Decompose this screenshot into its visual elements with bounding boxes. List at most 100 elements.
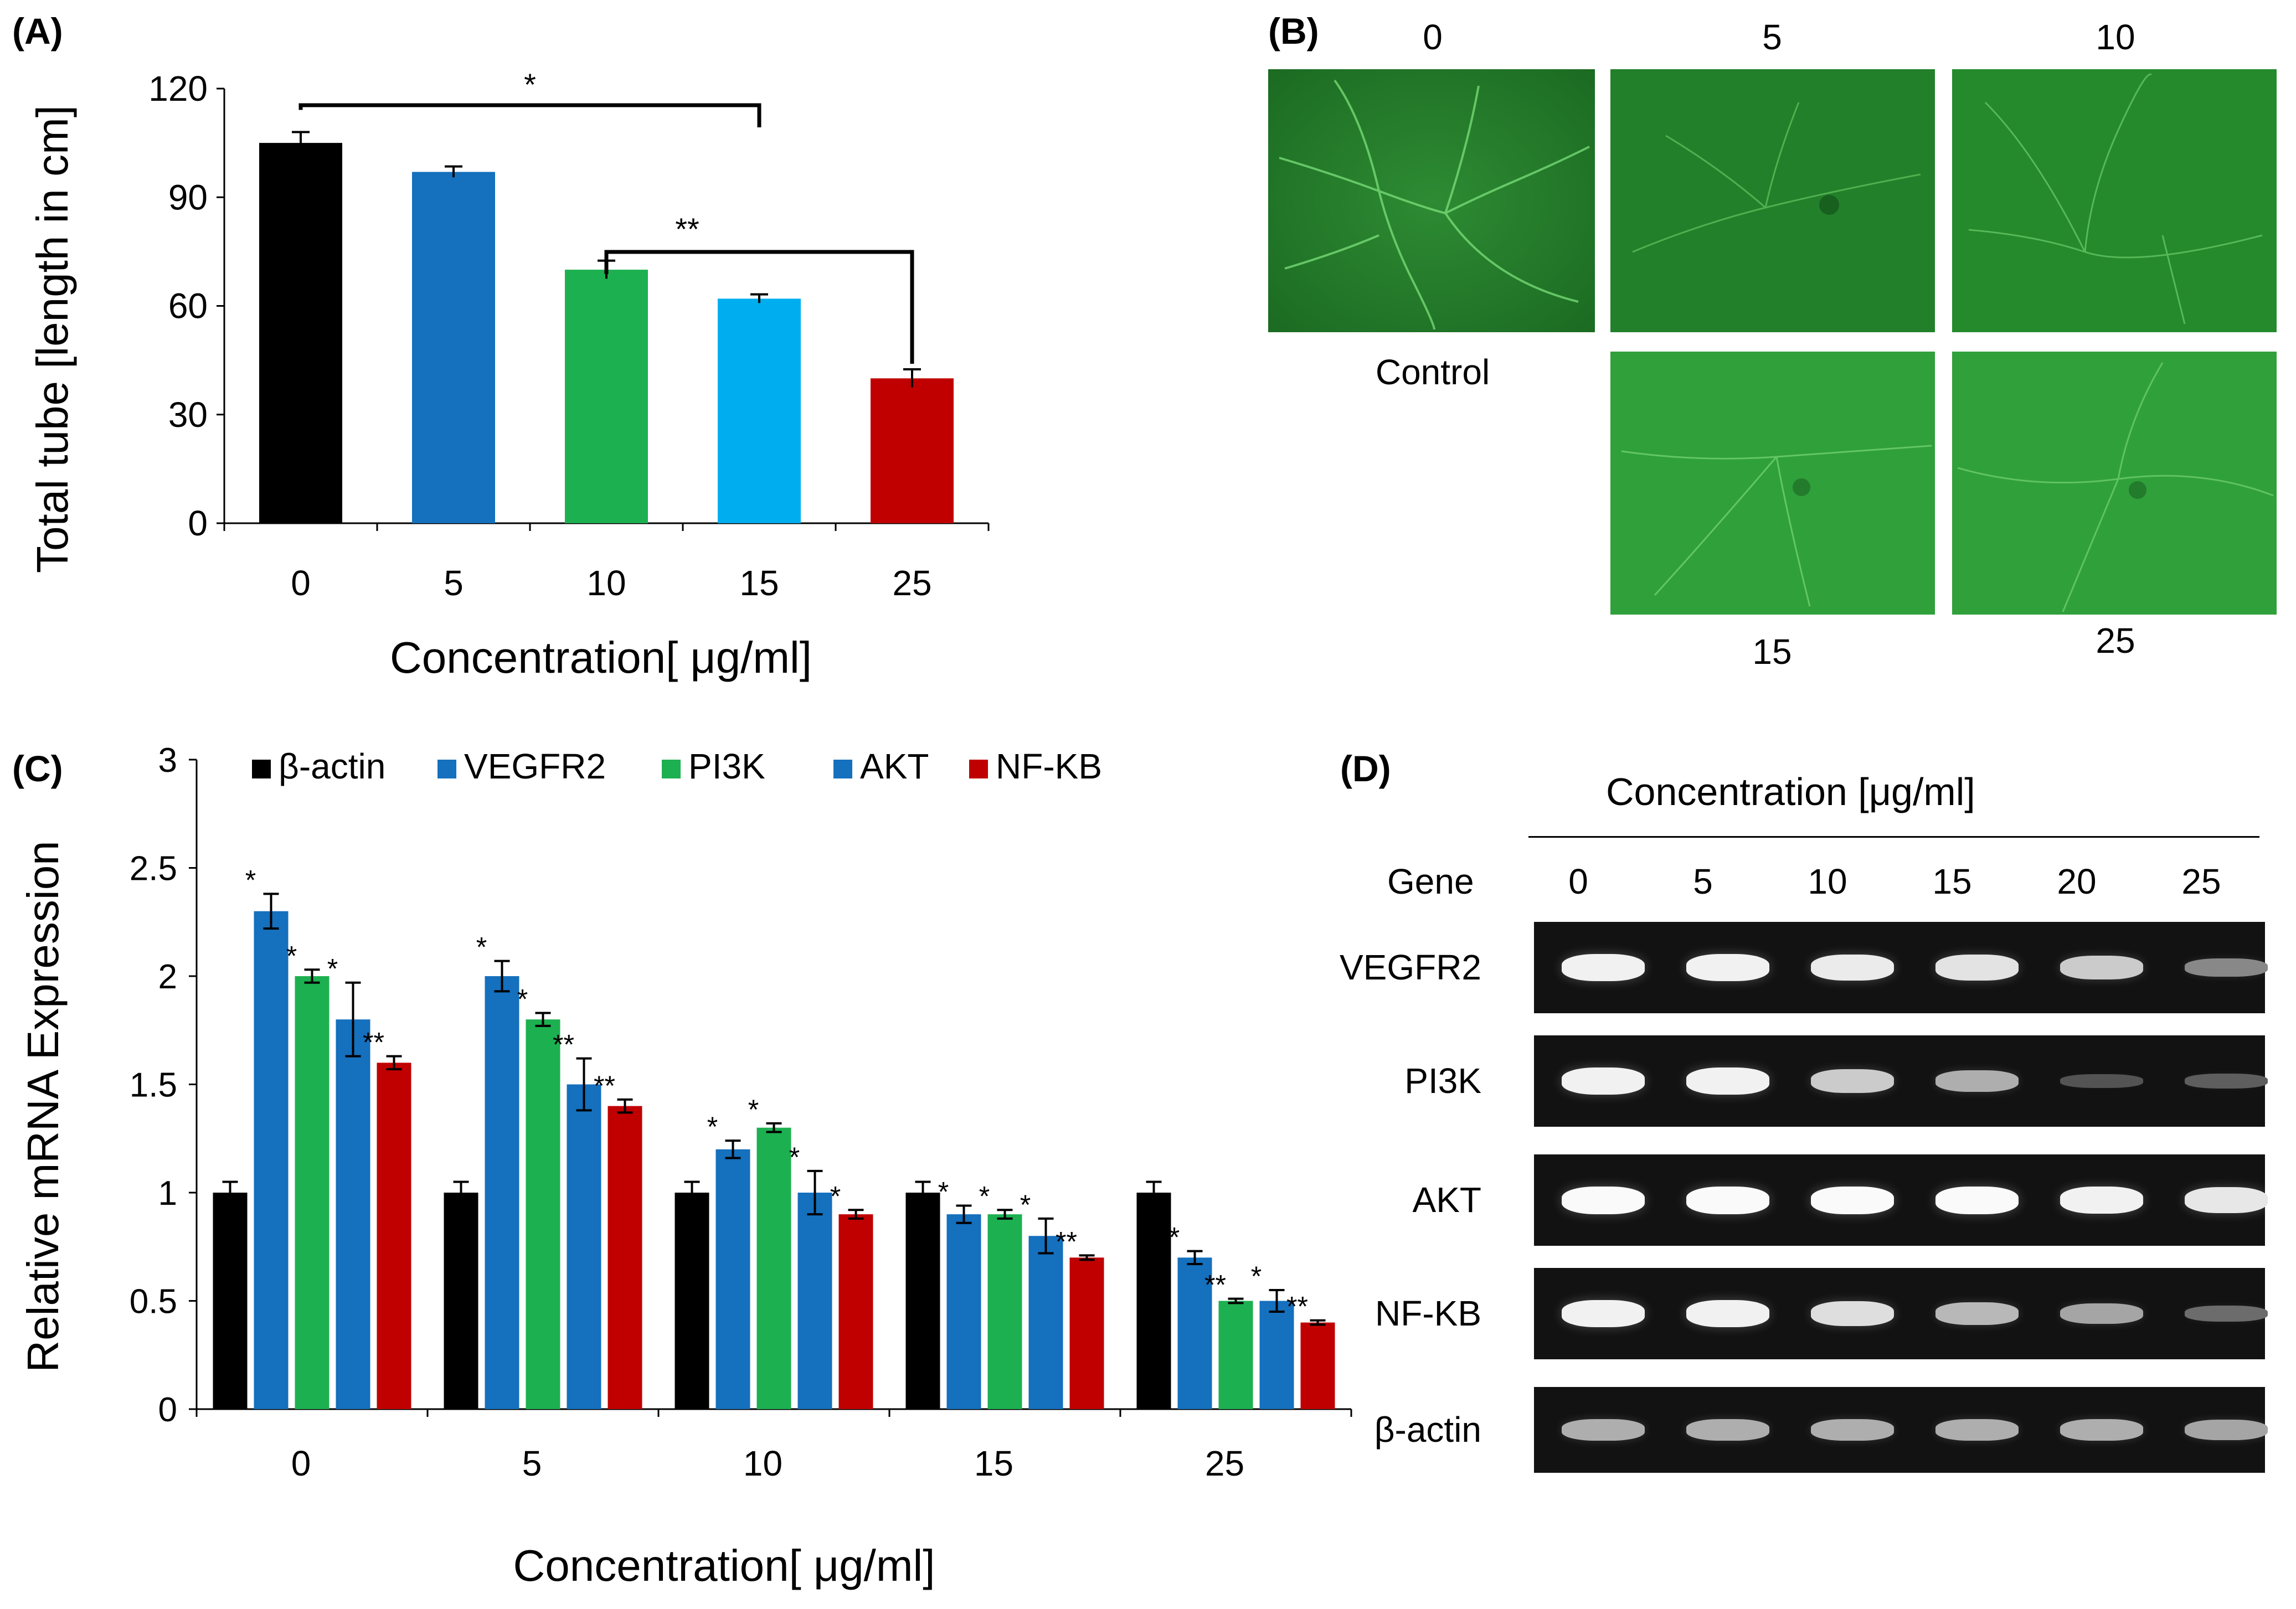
legend-swatch-VEGFR2	[437, 760, 456, 778]
significance-label-c: *	[1169, 1222, 1180, 1253]
legend-swatch-β-actin	[252, 760, 271, 778]
y-tick-label-c: 2.5	[130, 850, 177, 888]
gel-gene-label: VEGFR2	[1339, 947, 1481, 987]
gel-band	[1562, 1067, 1645, 1095]
micrograph-25	[1952, 352, 2277, 615]
gel-conc-label: 0	[1568, 862, 1588, 901]
micrograph-0	[1268, 69, 1595, 332]
x-tick-label-c: 5	[522, 1443, 542, 1483]
y-tick-label-a: 120	[148, 69, 208, 109]
gel-band	[1686, 954, 1769, 981]
gel-band	[1935, 955, 2019, 981]
x-tick-label-a: 15	[739, 563, 779, 603]
significance-label-1: *	[524, 67, 536, 102]
gel-band	[1935, 1419, 2019, 1441]
bar-c-VEGFR2-5	[485, 976, 519, 1409]
panel-label-b: (B)	[1268, 11, 1319, 51]
micrograph-5	[1610, 69, 1935, 332]
significance-label-c: **	[1056, 1226, 1077, 1257]
bar-a-0	[259, 143, 342, 523]
gel-band	[1811, 954, 1894, 981]
legend-swatch-PI3K	[662, 760, 681, 778]
mic-label-15: 15	[1752, 632, 1792, 672]
gel-band	[2185, 1187, 2268, 1214]
bar-c-NF-KB-15	[1069, 1257, 1104, 1409]
significance-label-c: *	[327, 953, 338, 984]
control-label: Control	[1375, 352, 1490, 392]
y-tick-label-a: 60	[168, 286, 208, 326]
significance-bracket-2	[604, 250, 914, 364]
gel-gene-label: NF-KB	[1375, 1293, 1481, 1333]
significance-label-c: *	[830, 1180, 841, 1211]
gel-conc-label: 5	[1693, 862, 1713, 901]
gel-conc-label: 15	[1932, 862, 1972, 901]
bar-c-NF-KB-0	[377, 1063, 411, 1409]
significance-bracket-1	[298, 103, 761, 127]
gel-band	[1686, 1419, 1769, 1441]
bar-c-β-actin-0	[213, 1193, 248, 1409]
gel-band	[1686, 1186, 1769, 1214]
bar-c-NF-KB-25	[1300, 1322, 1335, 1409]
significance-label-c: *	[476, 932, 487, 963]
x-tick-label-a: 0	[291, 563, 311, 603]
legend-label-AKT: AKT	[860, 746, 929, 786]
bar-c-VEGFR2-0	[254, 911, 289, 1409]
gel-band	[1686, 1067, 1769, 1095]
gel-band	[2060, 1303, 2143, 1324]
gel-band	[1811, 1301, 1894, 1327]
legend-label-NF-KB: NF-KB	[996, 746, 1102, 786]
micrograph-15	[1610, 352, 1935, 615]
panel-d: Concentration [μg/ml] Gene 0 5 10 15 20 25 VE…	[1329, 736, 2296, 1512]
significance-label-c: **	[594, 1070, 615, 1101]
gel-band	[1935, 1070, 2019, 1092]
gel-conc-label: 25	[2181, 862, 2221, 901]
bar-c-β-actin-5	[444, 1193, 478, 1409]
bar-c-PI3K-0	[295, 976, 330, 1409]
mic-label-0: 0	[1423, 17, 1443, 57]
significance-label-c: *	[707, 1111, 718, 1142]
legend-swatch-AKT	[833, 760, 852, 778]
significance-label-c: *	[245, 864, 256, 895]
gel-band	[1811, 1186, 1894, 1214]
gel-band	[2185, 1419, 2268, 1441]
significance-label-c: *	[517, 983, 528, 1014]
significance-label-c: **	[363, 1027, 384, 1058]
y-tick-label-c: 0.5	[130, 1283, 177, 1321]
legend-label-PI3K: PI3K	[688, 746, 765, 786]
bar-c-AKT-25	[1259, 1301, 1294, 1409]
panel-label-c: (C)	[12, 748, 63, 789]
significance-label-c: *	[1020, 1189, 1031, 1220]
x-tick-label-c: 10	[743, 1443, 783, 1483]
gel-band	[1935, 1186, 2019, 1214]
gel-band	[2185, 958, 2268, 977]
significance-label-c: *	[748, 1094, 759, 1125]
x-tick-label-c: 15	[974, 1443, 1013, 1483]
bar-c-VEGFR2-25	[1177, 1257, 1212, 1409]
bar-a-25	[871, 378, 954, 523]
significance-label-c: **	[553, 1029, 574, 1060]
x-tick-label-a: 10	[586, 563, 626, 603]
y-tick-label-c: 1	[158, 1174, 177, 1213]
legend-label-β-actin: β-actin	[279, 746, 385, 786]
x-axis-title-c: Concentration[ μg/ml]	[513, 1541, 935, 1590]
y-tick-label-a: 0	[188, 503, 208, 543]
significance-label-c: **	[1286, 1291, 1308, 1322]
x-tick-label-a: 25	[892, 563, 931, 603]
significance-label-c: *	[938, 1176, 949, 1207]
panel-label-a: (A)	[12, 11, 63, 51]
bar-c-PI3K-15	[987, 1214, 1022, 1409]
gel-gene-label: β-actin	[1374, 1409, 1481, 1450]
bar-c-β-actin-10	[675, 1193, 709, 1409]
x-tick-label-c: 25	[1205, 1443, 1244, 1483]
bar-c-NF-KB-5	[608, 1106, 642, 1409]
significance-label-2: **	[675, 212, 699, 246]
bar-c-β-actin-15	[905, 1193, 940, 1409]
panel-b: 0 5 10	[1263, 0, 2296, 692]
bar-c-AKT-5	[567, 1084, 601, 1409]
gel-band	[1935, 1302, 2019, 1325]
bar-c-PI3K-5	[526, 1019, 560, 1409]
significance-label-c: *	[1251, 1261, 1262, 1292]
bar-c-AKT-15	[1028, 1236, 1063, 1409]
gel-band	[1562, 954, 1645, 981]
